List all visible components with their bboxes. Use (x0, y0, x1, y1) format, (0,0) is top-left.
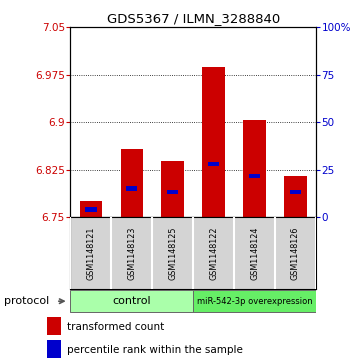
Text: percentile rank within the sample: percentile rank within the sample (67, 344, 243, 355)
Text: GSM1148122: GSM1148122 (209, 227, 218, 280)
Bar (243, 120, 266, 217)
Bar (79, 201, 102, 217)
Bar (249, 174, 260, 178)
Text: GSM1148125: GSM1148125 (168, 227, 177, 280)
Bar (284, 176, 306, 217)
Text: GSM1148123: GSM1148123 (127, 227, 136, 280)
FancyBboxPatch shape (193, 290, 316, 312)
Bar (85, 207, 97, 212)
Text: transformed count: transformed count (67, 322, 164, 332)
Bar (167, 189, 178, 194)
Text: miR-542-3p overexpression: miR-542-3p overexpression (197, 297, 312, 306)
Text: GSM1148126: GSM1148126 (291, 227, 300, 280)
Title: GDS5367 / ILMN_3288840: GDS5367 / ILMN_3288840 (106, 12, 280, 25)
Bar (202, 67, 225, 217)
Bar (47, 339, 61, 358)
Text: control: control (113, 296, 151, 306)
Text: protocol: protocol (4, 296, 49, 306)
Bar (290, 189, 301, 194)
FancyBboxPatch shape (70, 290, 193, 312)
Bar (121, 150, 143, 217)
Bar (161, 162, 184, 217)
Text: GSM1148121: GSM1148121 (86, 227, 95, 280)
Bar (126, 187, 138, 191)
Bar (47, 317, 61, 335)
Text: GSM1148124: GSM1148124 (250, 227, 259, 280)
Bar (208, 162, 219, 166)
